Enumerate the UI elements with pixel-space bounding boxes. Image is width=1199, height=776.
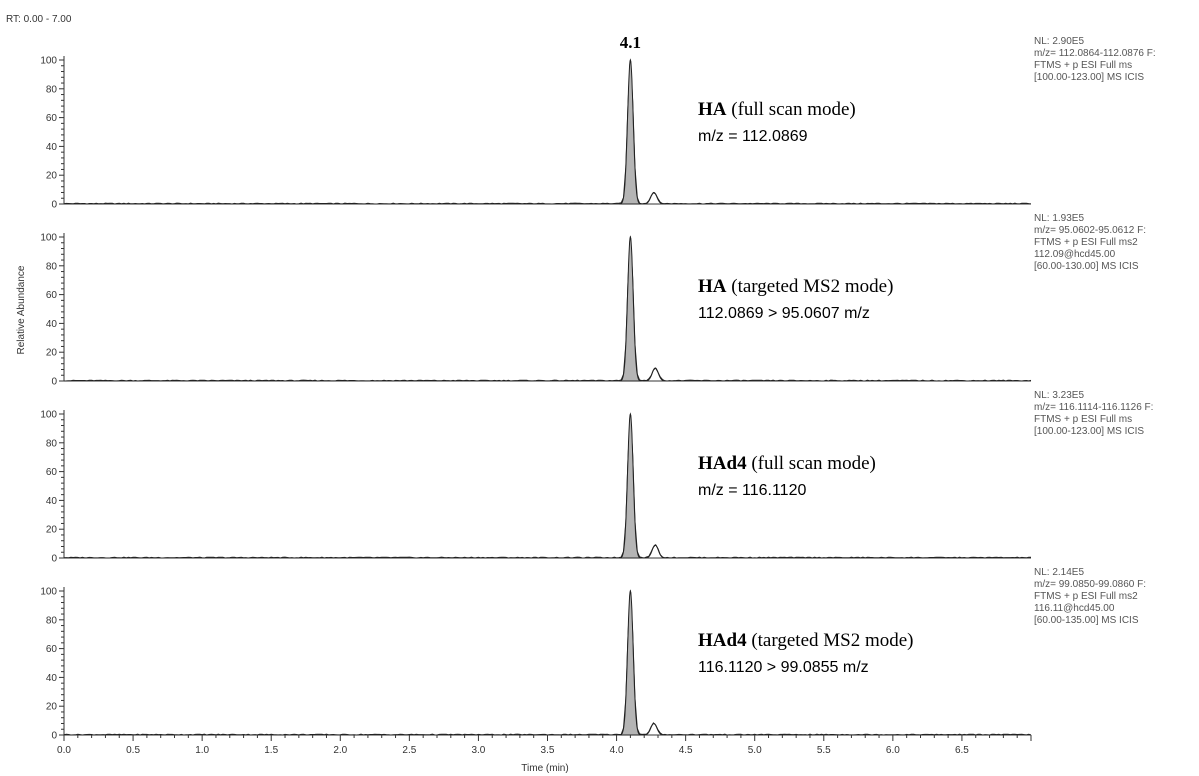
- x-tick-label: 0.5: [126, 745, 140, 756]
- scan-filter-line: [100.00-123.00] MS ICIS: [1034, 72, 1144, 83]
- y-tick-label: 0: [51, 200, 57, 211]
- main-peak: [619, 58, 642, 205]
- y-tick-label: 20: [46, 702, 58, 713]
- scan-filter-line: m/z= 112.0864-112.0876 F:: [1034, 48, 1156, 59]
- y-tick-label: 60: [46, 113, 58, 124]
- normalization-level: NL: 3.23E5: [1034, 390, 1084, 401]
- minor-peak: [643, 544, 668, 559]
- y-tick-label: 100: [40, 410, 57, 421]
- scan-mode: (full scan mode): [727, 99, 856, 120]
- x-tick-label: 1.0: [195, 745, 209, 756]
- scan-filter-line: FTMS + p ESI Full ms: [1034, 414, 1132, 425]
- compound-name: HA: [698, 276, 727, 297]
- scan-mode: (targeted MS2 mode): [747, 630, 914, 651]
- trace-line: [63, 413, 1032, 559]
- x-axis-title: Time (min): [521, 763, 568, 774]
- y-tick-label: 20: [46, 348, 58, 359]
- x-tick-label: 0.0: [57, 745, 71, 756]
- compound-name: HAd4: [698, 630, 747, 651]
- scan-mode: (targeted MS2 mode): [727, 276, 894, 297]
- mz-transition: 112.0869 > 95.0607 m/z: [698, 305, 870, 322]
- compound-name: HA: [698, 99, 727, 120]
- minor-peak: [643, 367, 668, 382]
- x-tick-label: 5.5: [817, 745, 831, 756]
- scan-filter-line: m/z= 99.0850-99.0860 F:: [1034, 579, 1146, 590]
- x-tick-label: 2.0: [333, 745, 347, 756]
- x-tick-label: 6.5: [955, 745, 969, 756]
- scan-filter-line: m/z= 95.0602-95.0612 F:: [1034, 225, 1146, 236]
- peak-rt-label: 4.1: [620, 33, 641, 52]
- y-tick-label: 60: [46, 467, 58, 478]
- scan-filter-line: 112.09@hcd45.00: [1034, 249, 1116, 260]
- compound-name: HAd4: [698, 453, 747, 474]
- mz-transition: 116.1120 > 99.0855 m/z: [698, 659, 869, 676]
- rt-range-label: RT: 0.00 - 7.00: [6, 14, 72, 25]
- mz-transition: m/z = 112.0869: [698, 128, 808, 145]
- y-tick-label: 40: [46, 142, 58, 153]
- scan-filter-line: FTMS + p ESI Full ms2: [1034, 591, 1138, 602]
- main-peak: [619, 235, 642, 382]
- panel-3: 0 20 40 60 80 100 HAd4 (full scan mode) m/z = 1…: [40, 390, 1153, 565]
- y-tick-label: 100: [40, 587, 57, 598]
- trace-line: [63, 590, 1032, 736]
- scan-filter-line: 116.11@hcd45.00: [1034, 603, 1115, 614]
- y-tick-label: 0: [51, 554, 57, 565]
- y-tick-label: 20: [46, 525, 58, 536]
- panel-title: HAd4 (targeted MS2 mode): [698, 630, 914, 651]
- x-tick-label: 5.0: [748, 745, 762, 756]
- normalization-level: NL: 1.93E5: [1034, 213, 1084, 224]
- x-tick-label: 3.5: [541, 745, 555, 756]
- minor-peak: [641, 191, 666, 205]
- panel-title: HA (targeted MS2 mode): [698, 276, 893, 297]
- scan-filter-line: [60.00-130.00] MS ICIS: [1034, 261, 1139, 272]
- y-tick-label: 80: [46, 261, 58, 272]
- y-tick-label: 80: [46, 438, 58, 449]
- panel-title: HAd4 (full scan mode): [698, 453, 876, 474]
- y-tick-label: 40: [46, 496, 58, 507]
- scan-mode: (full scan mode): [747, 453, 876, 474]
- y-tick-label: 0: [51, 731, 57, 742]
- normalization-level: NL: 2.90E5: [1034, 36, 1084, 47]
- panel-1: 0 20 40 60 80 100 HA (full scan mode) m/z = 112…: [40, 36, 1155, 211]
- panel-title: HA (full scan mode): [698, 99, 856, 120]
- scan-filter-line: [100.00-123.00] MS ICIS: [1034, 426, 1144, 437]
- minor-peak: [641, 722, 666, 736]
- y-tick-label: 100: [40, 56, 57, 67]
- y-tick-label: 60: [46, 644, 58, 655]
- scan-filter-line: m/z= 116.1114-116.1126 F:: [1034, 402, 1153, 413]
- y-tick-label: 0: [51, 377, 57, 388]
- scan-filter-line: [60.00-135.00] MS ICIS: [1034, 615, 1139, 626]
- y-tick-label: 60: [46, 290, 58, 301]
- x-tick-label: 1.5: [264, 745, 278, 756]
- y-tick-label: 20: [46, 171, 58, 182]
- main-peak: [619, 412, 642, 559]
- main-peak: [619, 589, 642, 736]
- mz-transition: m/z = 116.1120: [698, 482, 806, 499]
- x-tick-label: 4.0: [610, 745, 624, 756]
- scan-filter-line: FTMS + p ESI Full ms: [1034, 60, 1132, 71]
- x-tick-label: 4.5: [679, 745, 693, 756]
- scan-filter-line: FTMS + p ESI Full ms2: [1034, 237, 1138, 248]
- y-tick-label: 80: [46, 84, 58, 95]
- y-tick-label: 40: [46, 673, 58, 684]
- panel-2: 0 20 40 60 80 100 HA (targeted MS2 mode) 112.08…: [40, 213, 1146, 388]
- y-tick-label: 40: [46, 319, 58, 330]
- trace-line: [63, 236, 1032, 382]
- panel-4: 0 20 40 60 80 100 HAd4 (targeted MS2 mode) 116.…: [40, 567, 1146, 742]
- trace-line: [63, 59, 1032, 205]
- x-tick-label: 3.0: [471, 745, 485, 756]
- y-tick-label: 100: [40, 233, 57, 244]
- x-tick-label: 6.0: [886, 745, 900, 756]
- x-tick-label: 2.5: [402, 745, 416, 756]
- y-tick-label: 80: [46, 615, 58, 626]
- y-axis-title: Relative Abundance: [16, 265, 27, 354]
- normalization-level: NL: 2.14E5: [1034, 567, 1084, 578]
